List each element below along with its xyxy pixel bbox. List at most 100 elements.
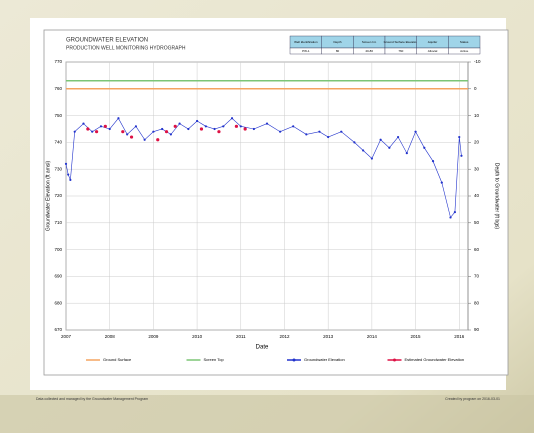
- data-point: [205, 125, 207, 127]
- data-point: [406, 152, 408, 154]
- y2-tick-label: 40: [474, 193, 480, 198]
- y-tick-label: 700: [54, 247, 62, 252]
- table-value: 80: [336, 49, 340, 53]
- data-point: [222, 125, 224, 127]
- table-value: 40-80: [365, 49, 373, 53]
- legend-marker: [393, 359, 396, 362]
- chart-subtitle: PRODUCTION WELL MONITORING HYDROGRAPH: [66, 45, 186, 51]
- data-point: [441, 182, 443, 184]
- y2-tick-label: 60: [474, 247, 480, 252]
- table-value: Active: [460, 49, 469, 53]
- data-point: [200, 127, 203, 130]
- data-point: [65, 163, 67, 165]
- footer-right: Created by program on 2016-03-01: [445, 397, 500, 401]
- data-point: [235, 125, 238, 128]
- x-tick-label: 2011: [236, 334, 246, 339]
- y-tick-label: 740: [54, 140, 62, 145]
- data-point: [144, 139, 146, 141]
- y-axis-label: Groundwater Elevation (ft amsl): [45, 161, 51, 232]
- data-point: [318, 131, 320, 133]
- data-point: [340, 131, 342, 133]
- x-tick-label: 2007: [61, 334, 72, 339]
- page: GROUNDWATER ELEVATION PRODUCTION WELL MO…: [0, 0, 534, 433]
- x-tick-label: 2014: [367, 334, 378, 339]
- data-point: [217, 130, 220, 133]
- data-point: [240, 125, 242, 127]
- y2-tick-label: -10: [474, 59, 481, 64]
- table-header: Aquifer: [428, 40, 438, 44]
- data-point: [91, 131, 93, 133]
- data-point: [371, 157, 373, 159]
- x-tick-label: 2012: [279, 334, 290, 339]
- data-point: [130, 135, 133, 138]
- data-point: [109, 128, 111, 130]
- y2-tick-label: 50: [474, 220, 480, 225]
- legend-label: Groundwater Elevation: [304, 357, 345, 362]
- data-point: [69, 179, 71, 181]
- data-point: [126, 133, 128, 135]
- screenshot: GROUNDWATER ELEVATION PRODUCTION WELL MO…: [0, 0, 534, 433]
- data-point: [266, 123, 268, 125]
- data-point: [380, 139, 382, 141]
- data-point: [82, 123, 84, 125]
- x-tick-label: 2016: [454, 334, 465, 339]
- legend-marker: [293, 359, 296, 362]
- footer-left: Data collected and managed by the Ground…: [36, 397, 148, 401]
- x-tick-label: 2013: [323, 334, 334, 339]
- y2-tick-label: 80: [474, 300, 480, 305]
- x-tick-label: 2008: [105, 334, 116, 339]
- table-header: Depth: [333, 40, 341, 44]
- data-point: [327, 136, 329, 138]
- y-tick-label: 760: [54, 86, 62, 91]
- table-value: Alluvial: [428, 49, 438, 53]
- data-point: [454, 211, 456, 213]
- data-point: [196, 120, 198, 122]
- y2-tick-label: 20: [474, 140, 480, 145]
- data-point: [231, 117, 233, 119]
- data-point: [305, 133, 307, 135]
- y2-axis-label: Depth to Groundwater (ft bgs): [494, 163, 500, 229]
- data-point: [292, 125, 294, 127]
- data-point: [397, 136, 399, 138]
- data-point: [121, 130, 124, 133]
- table-value: 760: [398, 49, 403, 53]
- x-tick-label: 2010: [192, 334, 203, 339]
- data-point: [432, 160, 434, 162]
- table-header: Status: [460, 40, 469, 44]
- chart-title: GROUNDWATER ELEVATION: [66, 38, 148, 44]
- y-tick-label: 750: [54, 113, 62, 118]
- data-point: [213, 128, 215, 130]
- y-tick-label: 670: [54, 327, 62, 332]
- data-point: [353, 141, 355, 143]
- legend-label: Estimated Groundwater Elevation: [405, 357, 465, 362]
- data-point: [156, 138, 159, 141]
- table-header: Ground Surface Elevation: [384, 40, 419, 44]
- data-point: [67, 173, 69, 175]
- data-point: [152, 131, 154, 133]
- x-axis-label: Date: [256, 345, 269, 351]
- y-tick-label: 720: [54, 193, 62, 198]
- data-point: [458, 136, 460, 138]
- y2-tick-label: 90: [474, 327, 480, 332]
- data-point: [179, 123, 181, 125]
- data-point: [253, 128, 255, 130]
- y-tick-label: 710: [54, 220, 62, 225]
- data-point: [244, 127, 247, 130]
- data-point: [460, 155, 462, 157]
- data-point: [86, 127, 89, 130]
- y-tick-label: 770: [54, 59, 62, 64]
- legend-label: Screen Top: [204, 357, 225, 362]
- y-tick-label: 680: [54, 300, 62, 305]
- data-point: [388, 147, 390, 149]
- x-tick-label: 2009: [148, 334, 159, 339]
- data-point: [104, 125, 107, 128]
- y-tick-label: 730: [54, 166, 62, 171]
- y-tick-label: 690: [54, 274, 62, 279]
- y2-tick-label: 10: [474, 113, 480, 118]
- y2-tick-label: 30: [474, 166, 480, 171]
- data-point: [117, 117, 119, 119]
- data-point: [170, 133, 172, 135]
- legend-label: Ground Surface: [103, 357, 132, 362]
- table-header: Screen Int.: [362, 40, 377, 44]
- y2-tick-label: 70: [474, 274, 480, 279]
